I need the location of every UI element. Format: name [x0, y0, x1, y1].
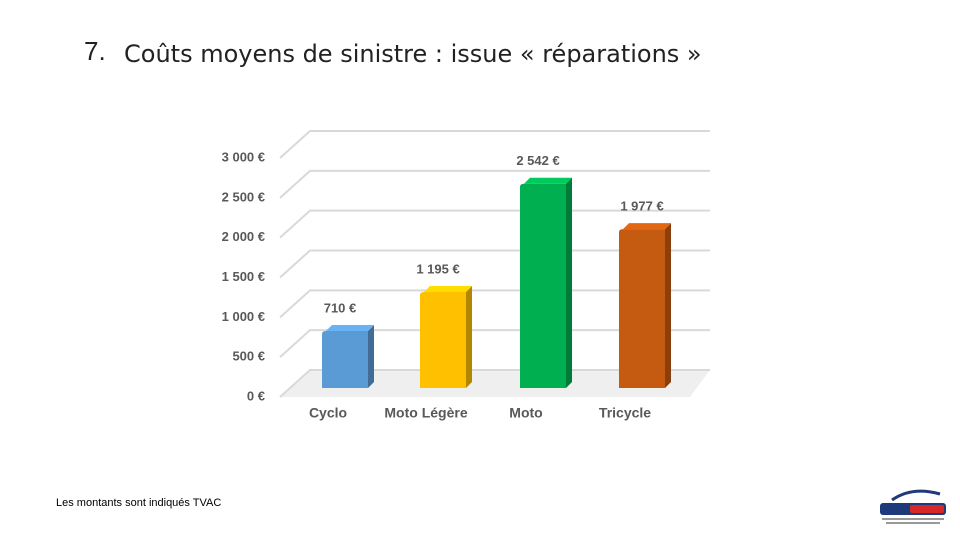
grid-line [279, 249, 710, 279]
y-tick-label: 2 500 € [222, 189, 265, 204]
bar-face [326, 324, 374, 331]
value-label: 1 195 € [416, 261, 459, 276]
y-tick-label: 1 500 € [222, 269, 265, 284]
y-tick-label: 1 000 € [222, 309, 265, 324]
slide-number: 7. [84, 36, 106, 66]
value-label: 1 977 € [620, 199, 663, 214]
bar [619, 223, 671, 388]
bar-face [520, 183, 566, 388]
x-tick-label: Moto Légère [384, 405, 467, 421]
bar-face [524, 177, 572, 184]
y-tick-label: 2 000 € [222, 229, 265, 244]
bar [420, 286, 472, 388]
bar-face [623, 223, 671, 230]
value-label: 710 € [324, 300, 357, 315]
bar-face [619, 229, 665, 388]
bar-face [420, 292, 466, 388]
bar [322, 324, 374, 388]
bar-face [566, 177, 572, 388]
x-tick-label: Cyclo [309, 405, 347, 421]
y-tick-label: 500 € [232, 349, 265, 364]
logo [880, 489, 946, 524]
value-label: 2 542 € [516, 153, 559, 168]
bar-face [466, 286, 472, 388]
bar-face [424, 286, 472, 293]
floor [280, 370, 710, 397]
bar-face [368, 324, 374, 388]
bar-face [665, 223, 671, 388]
y-tick-label: 3 000 € [222, 149, 265, 164]
slide-title: Coûts moyens de sinistre : issue « répar… [124, 40, 702, 68]
footnote: Les montants sont indiqués TVAC [56, 497, 221, 509]
grid-line [279, 289, 710, 319]
bar-face [322, 330, 368, 388]
grid-line [279, 329, 710, 358]
x-tick-label: Tricycle [599, 405, 651, 421]
grid-line [279, 209, 710, 239]
grid-line [279, 130, 710, 159]
y-tick-label: 0 € [247, 388, 265, 403]
grid-line [279, 169, 710, 199]
x-tick-label: Moto [509, 405, 542, 421]
bar [520, 177, 572, 388]
grid-line [279, 369, 710, 398]
